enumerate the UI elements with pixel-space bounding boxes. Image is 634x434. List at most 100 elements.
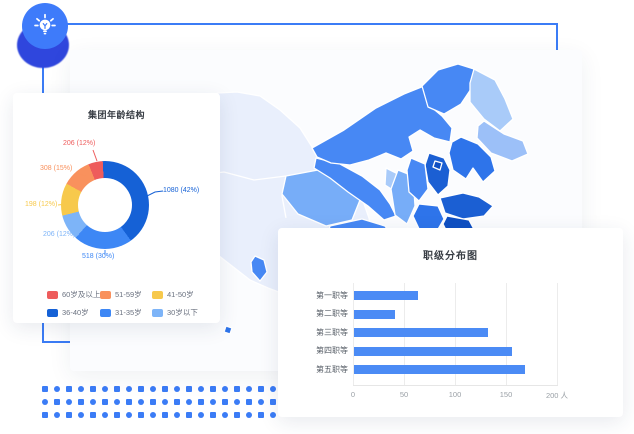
decorative-dot (150, 399, 156, 405)
bar-category-label: 第二职等 (316, 309, 348, 319)
decorative-dot (234, 386, 240, 392)
connector-line-left-horizontal (42, 341, 73, 343)
bar-category-label: 第一职等 (316, 290, 348, 300)
legend-label: 60岁及以上 (62, 290, 101, 299)
decorative-dot (42, 386, 48, 392)
decorative-dot (78, 399, 84, 405)
connector-line-top-vertical (556, 23, 558, 51)
map-region (432, 160, 443, 171)
decorative-dot (102, 386, 108, 392)
bar (354, 309, 395, 319)
decorative-dot (186, 399, 192, 405)
decorative-dot (42, 412, 48, 418)
gridline (506, 283, 507, 386)
map-region (313, 157, 397, 221)
decorative-dot (138, 386, 144, 392)
bar (354, 328, 488, 338)
map-region (448, 136, 496, 183)
map-region (223, 325, 233, 335)
x-axis-line (353, 385, 558, 386)
x-tick-label: 150 (499, 390, 513, 399)
decorative-dot (270, 386, 276, 392)
gridline (353, 283, 354, 386)
decorative-dot (174, 412, 180, 418)
decorative-dot (222, 399, 228, 405)
decorative-dot (210, 399, 216, 405)
decorative-dot (90, 386, 96, 392)
age-chart-title: 集团年龄结构 (87, 110, 145, 120)
decorative-dot (270, 399, 276, 405)
decorative-dot (246, 399, 252, 405)
decorative-dot (42, 399, 48, 405)
legend-item: 36-40岁 (47, 307, 100, 318)
slice-label: 1080 (42%) (163, 187, 200, 194)
map-region (424, 152, 451, 196)
decorative-dot (246, 386, 252, 392)
decorative-dot (162, 412, 168, 418)
decorative-dot (102, 412, 108, 418)
legend-item: 41-50岁 (152, 289, 212, 300)
decorative-dot (150, 386, 156, 392)
decorative-dot (222, 386, 228, 392)
x-tick-label: 50 (399, 390, 409, 399)
decorative-dot (234, 412, 240, 418)
slice-label: 198 (12%) (25, 201, 58, 208)
decorative-dot (126, 386, 132, 392)
x-tick-label: 0 (350, 390, 356, 399)
decorative-dot (210, 412, 216, 418)
decorative-dot (150, 412, 156, 418)
decorative-dot (186, 412, 192, 418)
legend-item: 31-35岁 (100, 307, 152, 318)
decorative-dot (126, 399, 132, 405)
legend-swatch (100, 290, 111, 299)
slice-label: 518 (30%) (82, 253, 115, 260)
dot-pattern-decoration (42, 386, 278, 420)
decorative-dot (246, 412, 252, 418)
decorative-dot (114, 399, 120, 405)
map-region (311, 85, 453, 166)
slice-label: 206 (12%) (63, 140, 96, 147)
decorative-dot (54, 386, 60, 392)
bar-category-label: 第五职等 (316, 364, 348, 374)
decorative-dot (114, 386, 120, 392)
decorative-dot (258, 386, 264, 392)
decorative-dot (210, 386, 216, 392)
map-region (406, 157, 429, 202)
level-distribution-card: 职级分布图 0 50 100 150 200 人 第一职等 第二职等 第三职等 第四职等 第五职等 (278, 228, 623, 417)
decorative-dot (54, 399, 60, 405)
decorative-dot (66, 386, 72, 392)
decorative-dot (174, 386, 180, 392)
decorative-dot (102, 399, 108, 405)
lightbulb-icon (34, 13, 56, 35)
bar (354, 346, 513, 356)
x-tick-label: 100 (448, 390, 462, 399)
decorative-dot (222, 412, 228, 418)
connector-line-top-horizontal (66, 23, 558, 25)
decorative-dot (198, 386, 204, 392)
bar (354, 291, 419, 300)
legend-swatch (152, 308, 163, 317)
decorative-dot (78, 412, 84, 418)
legend-label: 51-59岁 (115, 290, 142, 299)
connector-line-left-lower (42, 322, 44, 343)
decorative-dot (186, 386, 192, 392)
legend-label: 36-40岁 (62, 308, 89, 317)
legend-swatch (152, 290, 163, 299)
slice-label: 308 (15%) (40, 165, 73, 172)
legend-item: 30岁以下 (152, 307, 212, 318)
gridline (557, 283, 558, 386)
x-tick-label: 200 人 (545, 391, 569, 400)
legend-swatch (47, 290, 58, 299)
map-region (421, 63, 475, 115)
decorative-dot (162, 386, 168, 392)
decorative-dot (198, 412, 204, 418)
decorative-dot (90, 399, 96, 405)
donut-hole (78, 178, 132, 232)
decorative-dot (174, 399, 180, 405)
bar (354, 365, 526, 375)
decorative-dot (114, 412, 120, 418)
decorative-dot (78, 386, 84, 392)
legend-swatch (100, 308, 111, 317)
legend-label: 30岁以下 (167, 308, 198, 317)
map-region (250, 255, 268, 282)
